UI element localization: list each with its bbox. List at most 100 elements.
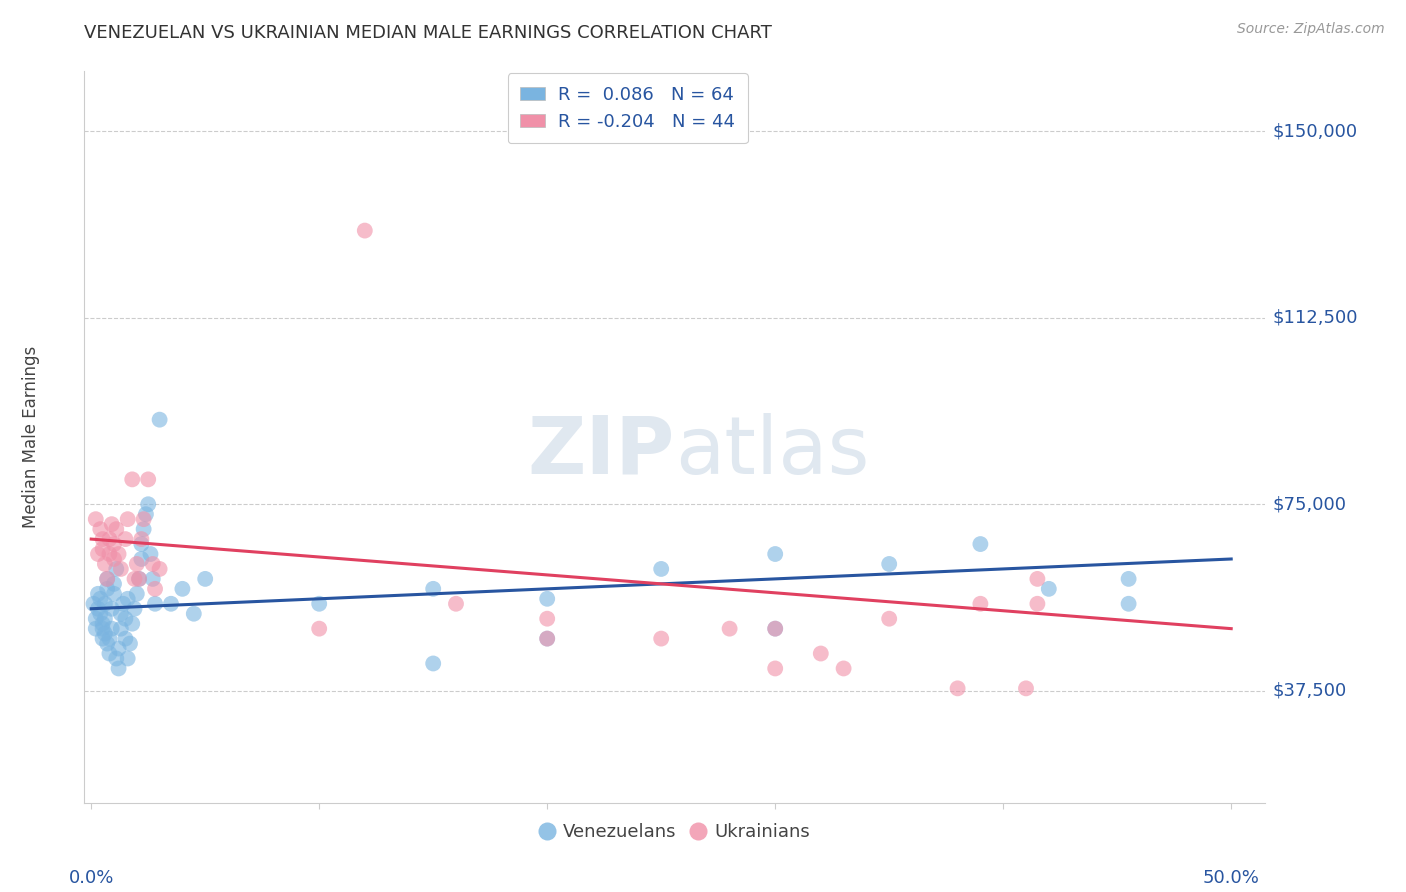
Point (124, 572, 146, 586)
Point (877, 557, 900, 571)
Point (89, 522, 111, 536)
Point (353, 224, 375, 238)
Point (84, 512, 107, 526)
Point (136, 472, 159, 486)
Point (114, 532, 136, 546)
Point (117, 651, 139, 665)
Point (143, 597, 166, 611)
Point (763, 622, 786, 636)
Point (118, 636, 141, 650)
Point (139, 547, 162, 561)
Point (84, 612, 107, 626)
Point (763, 661, 786, 675)
Point (91, 632, 114, 646)
Point (536, 591, 558, 606)
Point (1015, 681, 1038, 696)
Point (87, 587, 110, 601)
Point (96, 636, 118, 650)
Point (94, 626, 117, 640)
Point (763, 622, 786, 636)
Text: 0.0%: 0.0% (69, 869, 114, 887)
Point (969, 537, 991, 551)
Point (131, 537, 153, 551)
Point (763, 547, 786, 561)
Point (114, 612, 136, 626)
Point (98, 632, 121, 646)
Point (96, 572, 118, 586)
Text: Source: ZipAtlas.com: Source: ZipAtlas.com (1237, 22, 1385, 37)
Point (94, 597, 117, 611)
Point (89, 591, 111, 606)
Point (128, 572, 150, 586)
Point (194, 572, 217, 586)
Point (969, 597, 991, 611)
Point (87, 601, 110, 615)
Point (125, 587, 148, 601)
Point (308, 622, 330, 636)
Point (128, 572, 150, 586)
Point (110, 607, 132, 621)
Point (89, 607, 111, 621)
Point (82, 597, 104, 611)
Point (536, 632, 558, 646)
Text: ZIP: ZIP (527, 413, 675, 491)
Point (98, 547, 121, 561)
Point (117, 591, 139, 606)
Point (650, 562, 672, 576)
Point (87, 547, 110, 561)
Point (103, 537, 125, 551)
Point (832, 661, 855, 675)
Point (110, 562, 132, 576)
Point (103, 587, 125, 601)
Point (105, 651, 128, 665)
Point (121, 616, 143, 631)
Point (98, 532, 121, 546)
Text: 50.0%: 50.0% (1202, 869, 1260, 887)
Point (142, 557, 165, 571)
Point (91, 532, 114, 546)
Point (136, 497, 159, 511)
Point (114, 632, 136, 646)
Point (94, 557, 117, 571)
Point (103, 577, 125, 591)
Point (718, 622, 741, 636)
Point (100, 601, 122, 615)
Point (103, 552, 125, 566)
Text: $150,000: $150,000 (1272, 122, 1357, 140)
Point (105, 522, 128, 536)
Point (183, 607, 205, 621)
Text: Median Male Earnings: Median Male Earnings (22, 346, 41, 528)
Point (810, 647, 832, 661)
Text: $75,000: $75,000 (1272, 495, 1346, 513)
Text: atlas: atlas (675, 413, 869, 491)
Point (650, 632, 672, 646)
Point (124, 601, 146, 615)
Point (107, 641, 129, 656)
Text: $112,500: $112,500 (1272, 309, 1358, 326)
Point (132, 512, 155, 526)
Point (96, 582, 118, 596)
Point (98, 647, 121, 661)
Point (308, 597, 330, 611)
Point (91, 622, 114, 636)
Point (84, 622, 107, 636)
Point (112, 597, 135, 611)
Point (536, 612, 558, 626)
Point (1118, 572, 1140, 586)
Point (422, 657, 444, 671)
Point (1026, 572, 1049, 586)
Point (107, 547, 129, 561)
Text: VENEZUELAN VS UKRAINIAN MEDIAN MALE EARNINGS CORRELATION CHART: VENEZUELAN VS UKRAINIAN MEDIAN MALE EARN… (84, 24, 772, 42)
Point (132, 522, 155, 536)
Point (117, 512, 139, 526)
Point (422, 582, 444, 596)
Point (110, 622, 132, 636)
Point (91, 616, 114, 631)
Legend: Venezuelans, Ukrainians: Venezuelans, Ukrainians (533, 816, 817, 848)
Point (96, 572, 118, 586)
Point (172, 582, 194, 596)
Point (1118, 597, 1140, 611)
Point (131, 552, 153, 566)
Point (142, 572, 165, 586)
Point (143, 582, 166, 596)
